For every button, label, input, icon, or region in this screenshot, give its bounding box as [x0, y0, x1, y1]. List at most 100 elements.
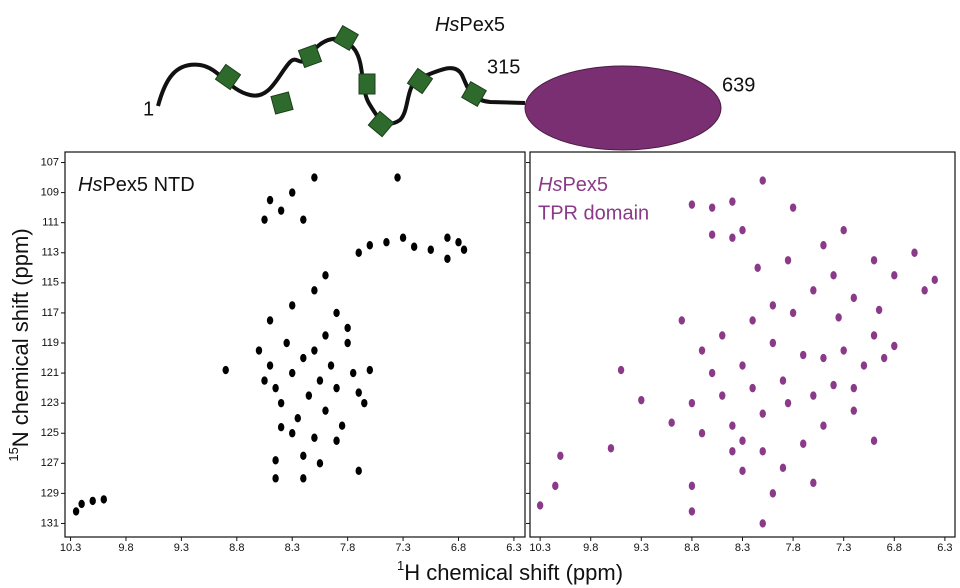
peak [891, 271, 898, 280]
peak [277, 398, 285, 408]
label-rest: Pex5 NTD [102, 174, 194, 196]
panel-frame [64, 151, 526, 538]
peak [316, 459, 324, 468]
peak [399, 233, 407, 242]
peak [870, 331, 878, 340]
peak [835, 313, 842, 322]
peak [100, 495, 107, 504]
peak [820, 421, 827, 430]
peak [266, 361, 274, 370]
peak [361, 398, 368, 408]
y-tick-label: 117 [41, 307, 59, 319]
peak [277, 206, 285, 215]
peak [261, 376, 268, 385]
peak [383, 238, 390, 247]
peak [880, 353, 888, 363]
peak [860, 361, 868, 370]
peak [921, 286, 928, 295]
peak [311, 346, 318, 355]
peak [779, 376, 787, 385]
peak [784, 256, 792, 265]
x-text: H chemical shift (ppm) [404, 560, 623, 585]
peak [688, 398, 696, 408]
residue-end: 639 [722, 74, 755, 96]
peak [820, 241, 827, 250]
residue-start: 1 [143, 98, 154, 120]
y-tick-label: 111 [42, 217, 59, 229]
peak [779, 463, 787, 473]
peak [749, 316, 756, 325]
peak [349, 368, 357, 378]
y-tick-label: 125 [41, 427, 59, 439]
x-axis-label: 1H chemical shift (ppm) [397, 558, 623, 584]
x-tick-label: 8.8 [684, 542, 699, 554]
y-tick-label: 121 [41, 367, 59, 379]
peak [294, 413, 301, 423]
peak [78, 499, 85, 509]
peak [810, 478, 817, 488]
peak [311, 433, 318, 442]
x-tick-label: 9.3 [634, 542, 649, 554]
y-tick-label: 107 [41, 156, 59, 168]
panel-label: HsPex5 [538, 174, 608, 196]
peak [698, 346, 706, 355]
peak [810, 391, 817, 400]
peak [759, 447, 766, 456]
peak [931, 275, 938, 285]
peak [222, 365, 229, 375]
peak [668, 418, 675, 427]
peak [850, 383, 858, 393]
peak [739, 226, 746, 235]
x-tick-label: 10.3 [60, 542, 81, 554]
peak [322, 331, 329, 340]
peak [272, 456, 279, 465]
panel-label-line2: TPR domain [538, 202, 649, 224]
y-tick-label: 131 [41, 517, 59, 529]
peak [820, 353, 827, 363]
peak [283, 338, 290, 348]
peak [850, 293, 858, 303]
peak [719, 331, 726, 340]
peak [338, 421, 346, 430]
x-tick-label: 7.3 [836, 542, 851, 554]
y-tick-label: 129 [41, 487, 59, 499]
peak [698, 429, 706, 438]
y-tick-label: 115 [41, 277, 59, 289]
peak [759, 519, 766, 528]
y-axis-label: 15N chemical shift (ppm) [6, 228, 32, 461]
x-tick-label: 6.3 [506, 542, 521, 554]
peak [617, 365, 625, 375]
peak [708, 368, 716, 378]
diagram-title: HsPex5 [435, 14, 505, 36]
peak [911, 248, 918, 257]
peak [72, 507, 80, 516]
peak [830, 271, 837, 280]
peak [769, 301, 777, 310]
peak [460, 245, 468, 254]
peak [300, 474, 307, 483]
label-italic: Hs [78, 174, 102, 196]
y-tick-label: 119 [41, 337, 59, 349]
peak [272, 383, 279, 393]
peak [305, 391, 313, 400]
x-tick-label: 6.8 [887, 542, 902, 554]
peak [300, 215, 307, 224]
peak [739, 361, 746, 370]
x-tick-label: 9.3 [174, 542, 189, 554]
peak [729, 447, 736, 456]
y-tick-label: 113 [41, 247, 59, 259]
x-tick-label: 6.8 [451, 542, 466, 554]
peak [289, 301, 296, 310]
peak [688, 507, 696, 516]
peak [789, 203, 797, 212]
peak [316, 376, 324, 385]
peak [891, 341, 898, 351]
panel-label: HsPex5 NTD [78, 174, 195, 196]
peak [366, 241, 374, 250]
peak [759, 409, 766, 418]
x-tick-label: 10.3 [529, 542, 550, 554]
peak [789, 308, 797, 318]
x-tick-label: 9.8 [118, 542, 133, 554]
x-tick-label: 7.8 [785, 542, 800, 554]
